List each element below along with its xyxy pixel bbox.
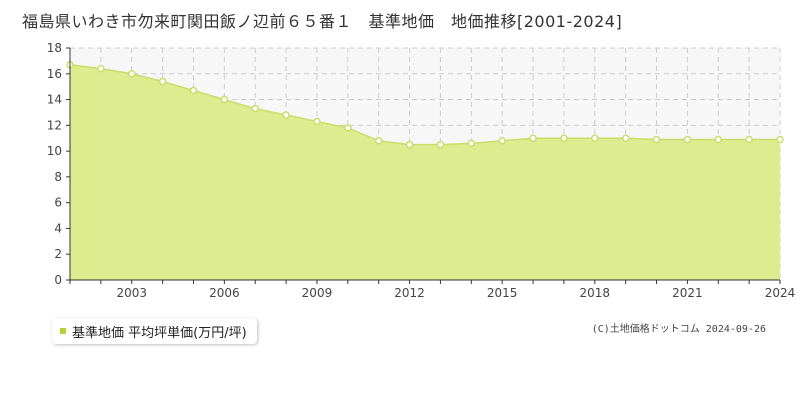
x-tick-label: 2024 xyxy=(765,286,796,300)
x-tick-label: 2015 xyxy=(487,286,518,300)
data-point xyxy=(498,137,506,145)
legend-swatch xyxy=(60,328,66,334)
x-tick-label: 2018 xyxy=(580,286,611,300)
copyright-text: (C)土地価格ドットコム 2024-09-26 xyxy=(591,324,766,335)
data-point xyxy=(313,117,321,126)
data-point xyxy=(436,140,445,149)
data-point xyxy=(591,134,599,142)
y-tick-label: 12 xyxy=(47,118,62,132)
data-point xyxy=(652,135,661,144)
data-point xyxy=(282,111,290,119)
y-tick-label: 8 xyxy=(54,170,62,184)
data-point xyxy=(776,135,784,144)
data-point xyxy=(529,134,537,142)
data-point xyxy=(714,135,723,144)
y-tick-labels: 0 2 4 6 8 10 12 14 16 18 xyxy=(47,41,62,287)
price-line xyxy=(69,64,780,146)
x-tick-label: 2021 xyxy=(672,286,703,300)
data-point xyxy=(251,104,259,113)
data-point xyxy=(405,140,414,149)
y-tick-label: 0 xyxy=(54,273,62,287)
x-tick-label: 2012 xyxy=(394,286,425,300)
data-point xyxy=(745,135,753,144)
data-point xyxy=(344,124,352,132)
data-point xyxy=(127,70,136,78)
y-tick-label: 10 xyxy=(47,144,62,158)
data-point xyxy=(621,134,630,142)
data-point xyxy=(467,139,476,148)
y-tick-label: 2 xyxy=(54,247,62,261)
y-tick-label: 4 xyxy=(54,221,62,235)
y-tick-label: 18 xyxy=(47,41,62,55)
chart-title: 福島県いわき市勿来町関田飯ノ辺前６５番１ 基準地価 地価推移[2001-2024… xyxy=(22,12,623,31)
data-point xyxy=(220,95,229,104)
price-area xyxy=(70,64,780,280)
legend-label: 基準地価 平均坪単価(万円/坪) xyxy=(72,325,247,341)
x-tick-label: 2006 xyxy=(209,286,240,300)
x-tick-labels: 2003 2006 2009 2012 2015 2018 2021 2024 xyxy=(116,286,795,300)
y-tick-label: 14 xyxy=(47,93,62,107)
legend: 基準地価 平均坪単価(万円/坪) xyxy=(52,318,257,344)
y-tick-label: 6 xyxy=(54,196,62,210)
data-point xyxy=(189,86,198,95)
y-tick-label: 16 xyxy=(47,67,62,81)
x-tick-label: 2009 xyxy=(302,286,333,300)
x-tick-label: 2003 xyxy=(116,286,147,300)
data-point xyxy=(560,134,568,142)
data-point xyxy=(683,135,692,144)
data-point xyxy=(374,137,383,145)
axes xyxy=(66,47,781,284)
data-point xyxy=(97,64,105,73)
data-point xyxy=(158,77,167,86)
data-points xyxy=(66,61,784,149)
